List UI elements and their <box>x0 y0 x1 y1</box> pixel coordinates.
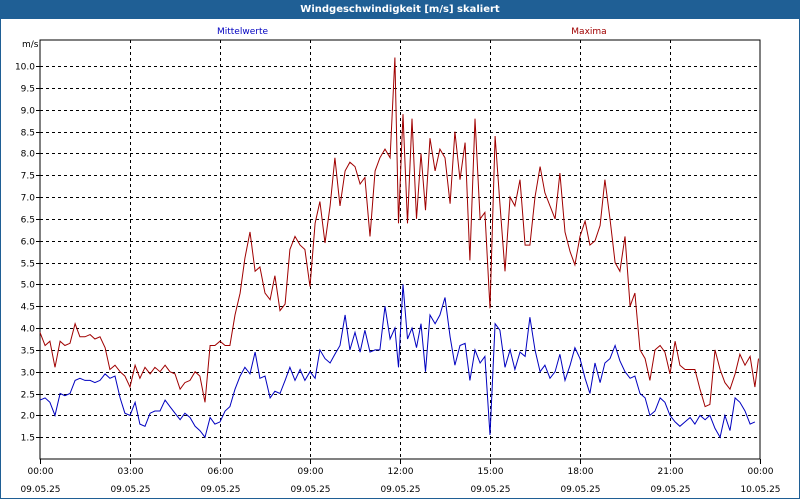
y-tick-label: 8.5 <box>21 129 35 139</box>
x-tick-date-label: 09.05.25 <box>200 485 240 495</box>
x-tick-time-label: 12:00 <box>388 467 414 477</box>
y-tick-label: 9.5 <box>21 85 35 95</box>
x-tick-time-label: 18:00 <box>568 467 594 477</box>
y-tick-label: 9.0 <box>21 107 36 117</box>
y-tick-label: 7.5 <box>21 172 35 182</box>
y-tick-label: 6.5 <box>21 216 35 226</box>
y-tick-label: 4.0 <box>21 325 36 335</box>
y-tick-label: 2.0 <box>21 412 36 422</box>
x-tick-date-label: 10.05.25 <box>740 485 780 495</box>
y-tick-label: 10.0 <box>15 63 35 73</box>
grid <box>40 40 760 459</box>
x-tick-time-label: 09:00 <box>298 467 324 477</box>
y-tick-label: 3.0 <box>21 369 36 379</box>
y-tick-label: 4.5 <box>21 303 35 313</box>
x-tick-time-label: 06:00 <box>208 467 234 477</box>
series-line-mittelwerte <box>39 284 756 439</box>
wind-speed-chart: 1.5 2.0 2.5 3.0 3.5 4.0 4.5 5.0 5.5 6.0 6.5 7.0 7.5 8… <box>15 27 781 495</box>
legend-label-mittelwerte: Mittelwerte <box>217 27 268 37</box>
legend-label-maxima: Maxima <box>571 27 606 37</box>
y-tick-label: 2.5 <box>21 391 35 401</box>
x-tick-date-label: 09.05.25 <box>650 485 690 495</box>
x-tick-time-label: 21:00 <box>658 467 684 477</box>
y-tick-label: 5.0 <box>21 281 36 291</box>
x-tick-date-label: 09.05.25 <box>560 485 600 495</box>
x-tick-date-label: 09.05.25 <box>470 485 510 495</box>
x-tick-date-label: 09.05.25 <box>380 485 420 495</box>
axis-labels: 1.5 2.0 2.5 3.0 3.5 4.0 4.5 5.0 5.5 6.0 6.5 7.0 7.5 8… <box>15 27 781 495</box>
y-tick-label: 1.5 <box>21 434 35 444</box>
x-tick-date-label: 09.05.25 <box>110 485 150 495</box>
y-axis-label: m/s <box>22 40 39 50</box>
x-tick-date-label: 09.05.25 <box>290 485 330 495</box>
y-tick-label: 7.0 <box>21 194 36 204</box>
x-tick-date-label: 09.05.25 <box>20 485 60 495</box>
y-tick-label: 8.0 <box>21 150 36 160</box>
series-lines <box>39 57 759 439</box>
x-tick-time-label: 15:00 <box>478 467 504 477</box>
y-tick-label: 6.0 <box>21 238 36 248</box>
chart-title: Windgeschwindigkeit [m/s] skaliert <box>0 0 800 19</box>
y-tick-label: 5.5 <box>21 260 35 270</box>
y-tick-label: 3.5 <box>21 347 35 357</box>
axes <box>36 39 761 464</box>
x-tick-time-label: 00:00 <box>28 467 54 477</box>
x-tick-time-label: 00:00 <box>748 467 774 477</box>
series-line-maxima <box>39 57 759 408</box>
x-tick-time-label: 03:00 <box>118 467 144 477</box>
